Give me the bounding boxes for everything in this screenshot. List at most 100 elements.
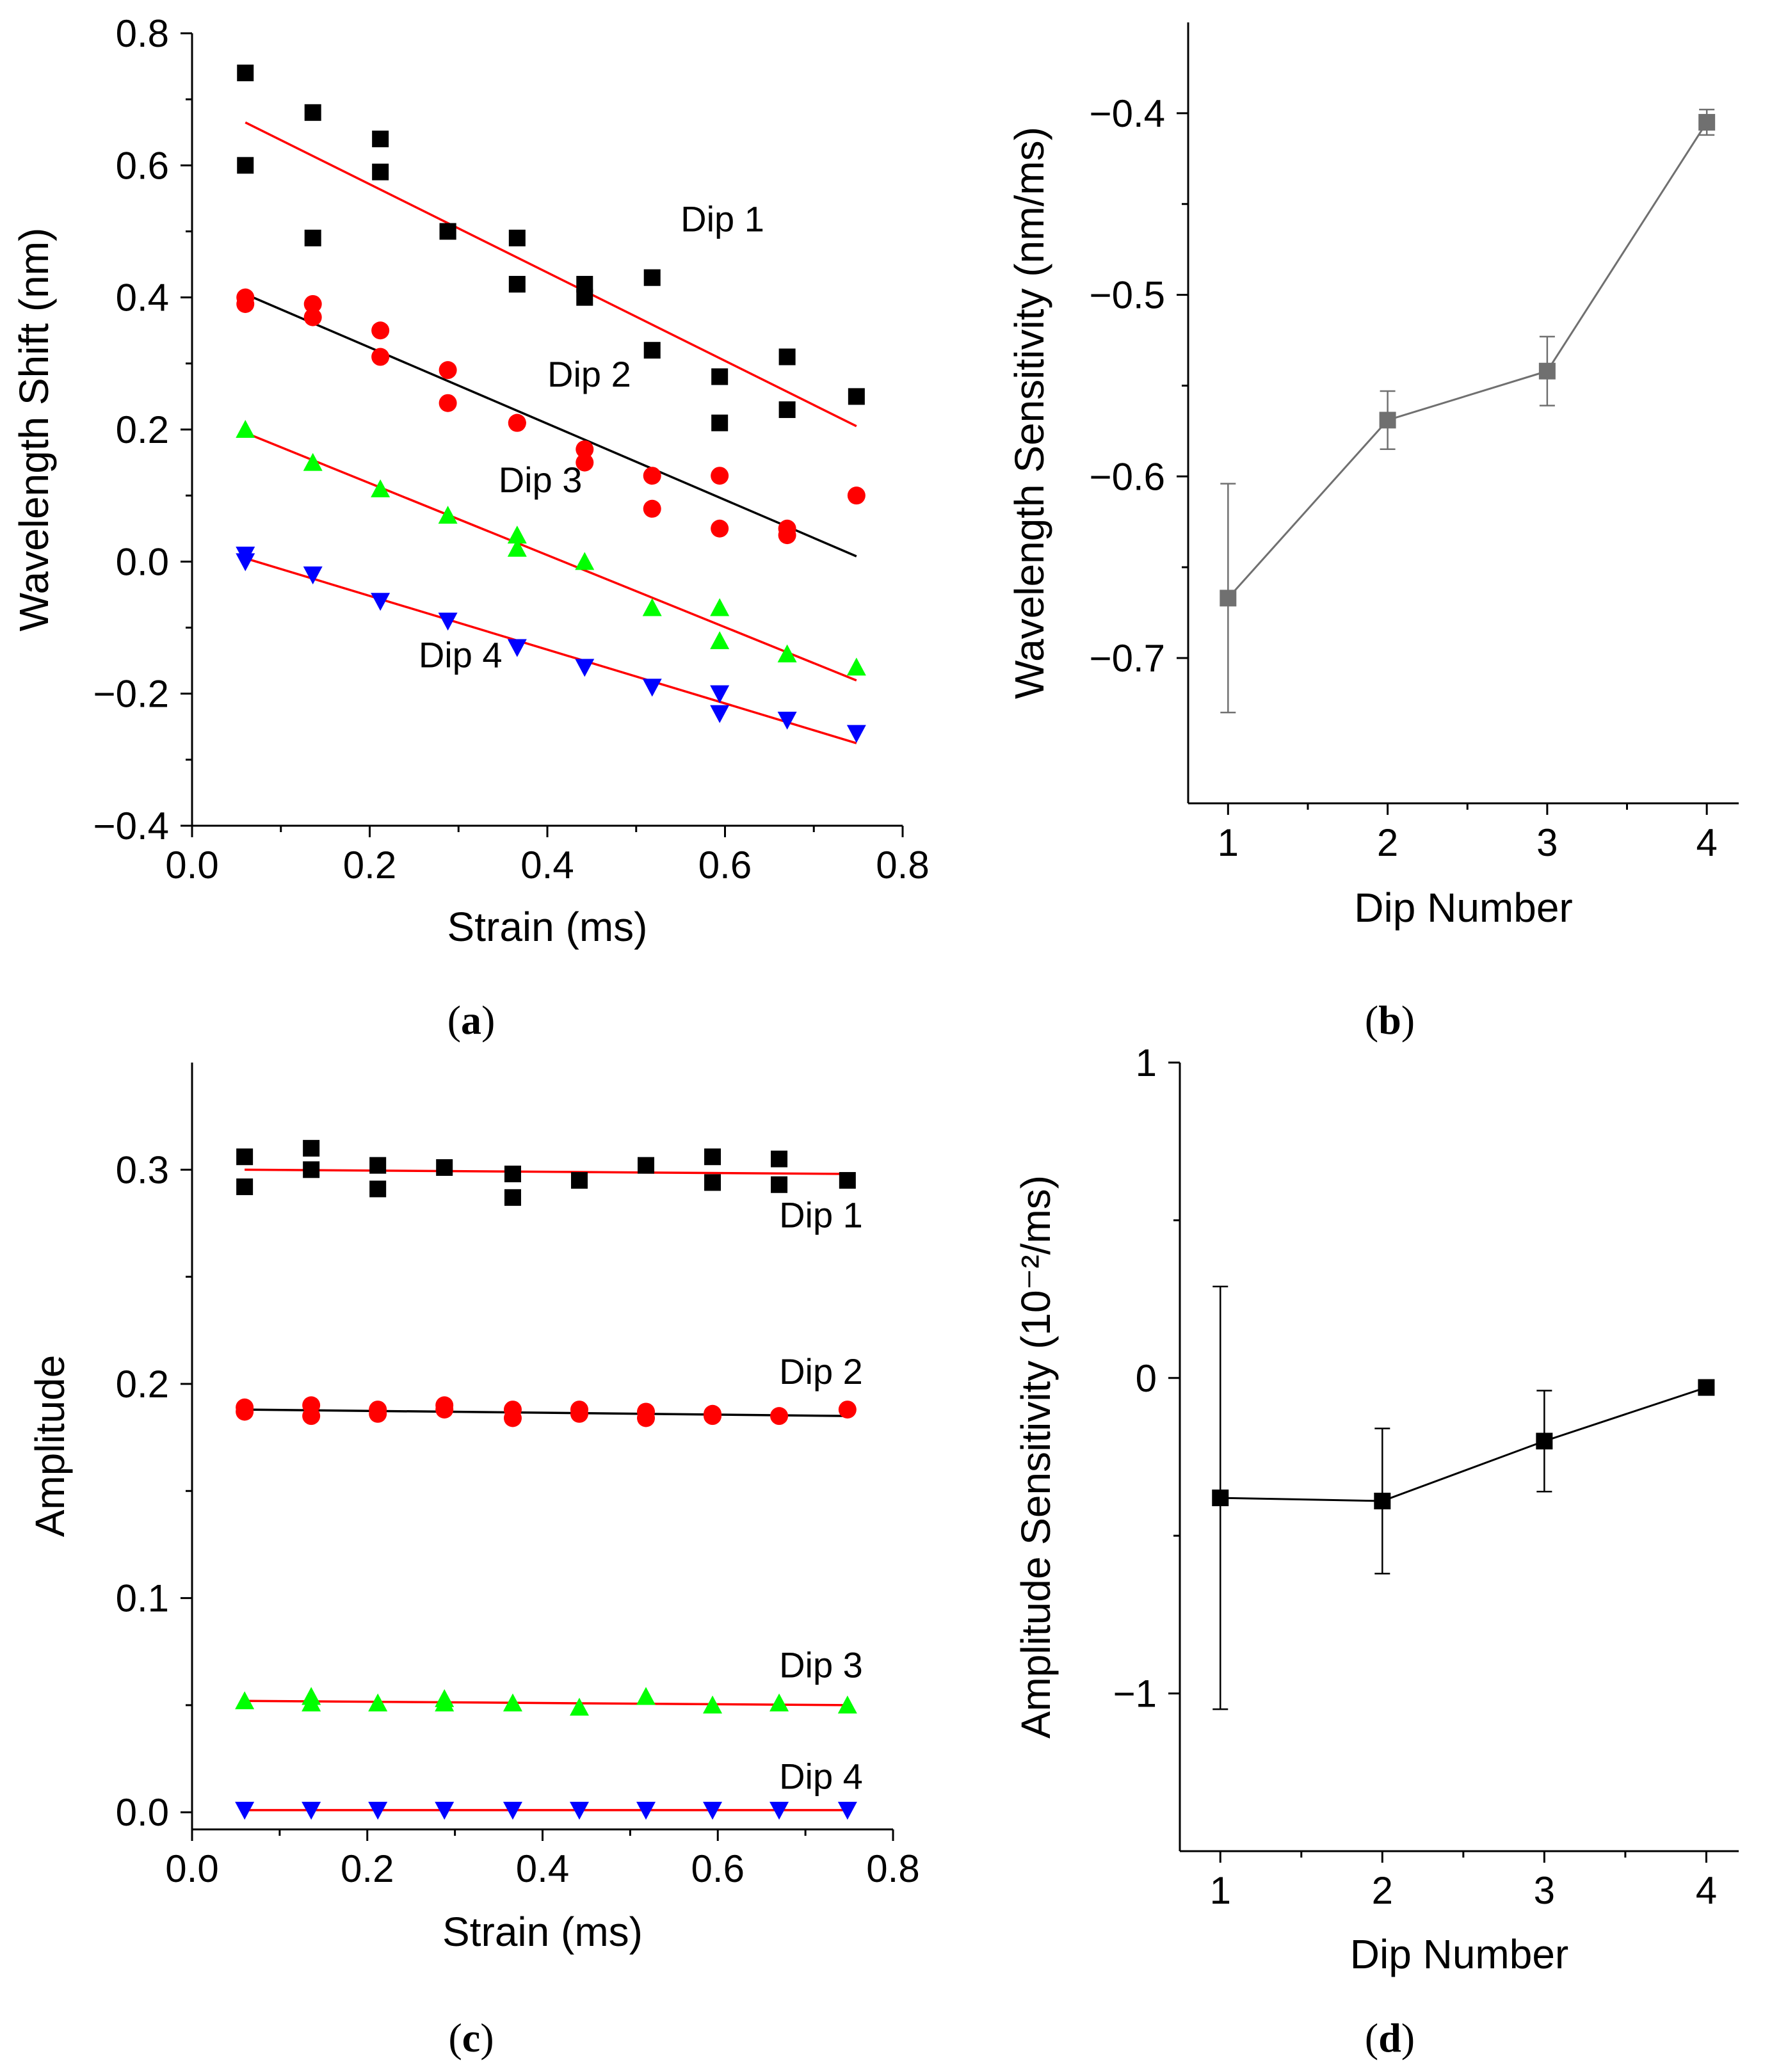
data-point bbox=[839, 1172, 856, 1189]
data-point bbox=[642, 679, 662, 697]
x-tick-label: 3 bbox=[1534, 1869, 1555, 1912]
x-axis-title: Strain (ms) bbox=[447, 904, 648, 950]
data-point bbox=[778, 526, 796, 545]
panel-a-wavelength-shift-vs-strain: 0.0 0.2 0.4 0.6 0.8 −0.4 −0.2 0.0 0.2 0.4 0.6 0.8 St… bbox=[11, 12, 930, 1043]
panel-b-wavelength-sensitivity: 1 2 3 4 −0.7 −0.6 −0.5 −0.4 Dip Number Wavelength… bbox=[1006, 22, 1739, 1043]
y-tick-label: 0.0 bbox=[116, 1791, 169, 1834]
data-point bbox=[837, 1801, 857, 1820]
x-tick-label: 1 bbox=[1218, 821, 1239, 864]
x-axis-title: Dip Number bbox=[1354, 885, 1572, 931]
data-point bbox=[237, 157, 254, 174]
data-point bbox=[368, 1693, 388, 1712]
series-label: Dip 3 bbox=[779, 1644, 863, 1685]
data-point bbox=[368, 1801, 388, 1820]
y-tick-label: 0.0 bbox=[116, 540, 169, 583]
data-point bbox=[439, 361, 457, 380]
data-point bbox=[778, 401, 796, 419]
data-point bbox=[576, 453, 594, 472]
y-tick-label: 0.2 bbox=[116, 1363, 169, 1406]
data-point bbox=[303, 566, 323, 584]
y-axis-title: Wavelength Sensitivity (nm/ms) bbox=[1006, 127, 1052, 699]
y-tick-label: −0.2 bbox=[93, 673, 169, 716]
y-tick-label: −0.5 bbox=[1090, 274, 1165, 317]
series-label: Dip 3 bbox=[499, 460, 583, 500]
y-tick-label: −0.4 bbox=[1090, 92, 1165, 135]
series-label: Dip 1 bbox=[779, 1195, 863, 1235]
data-point bbox=[1220, 590, 1237, 607]
data-point bbox=[302, 1801, 321, 1820]
data-point bbox=[369, 1157, 387, 1174]
data-point bbox=[504, 1166, 521, 1183]
data-point bbox=[236, 553, 255, 572]
y-tick-label: 0.4 bbox=[116, 277, 169, 319]
data-point bbox=[570, 1172, 588, 1189]
data-point bbox=[846, 725, 866, 743]
y-tick-label: 0 bbox=[1136, 1357, 1157, 1400]
data-point bbox=[710, 631, 730, 650]
data-point bbox=[369, 1404, 387, 1423]
data-point bbox=[236, 1178, 254, 1196]
x-tick-label: 2 bbox=[1372, 1869, 1393, 1912]
data-point bbox=[303, 294, 322, 313]
data-point bbox=[704, 1407, 722, 1426]
data-point bbox=[237, 64, 254, 81]
fit-line bbox=[245, 557, 857, 744]
data-point bbox=[303, 1161, 320, 1178]
y-tick-label: −1 bbox=[1113, 1673, 1157, 1715]
data-point bbox=[371, 321, 390, 340]
data-point bbox=[507, 538, 527, 557]
data-point bbox=[703, 1695, 723, 1714]
x-tick-label: 0.6 bbox=[691, 1847, 745, 1890]
fit-line bbox=[245, 293, 857, 558]
data-point bbox=[304, 229, 321, 246]
panel-caption: (b) bbox=[1365, 997, 1415, 1043]
data-point bbox=[710, 598, 730, 616]
data-point bbox=[371, 479, 391, 497]
data-point bbox=[1374, 1492, 1391, 1509]
data-point bbox=[847, 486, 866, 505]
data-point bbox=[435, 1693, 455, 1712]
series-label: Dip 1 bbox=[681, 199, 764, 239]
data-point bbox=[302, 1407, 321, 1426]
data-point bbox=[372, 163, 389, 181]
data-point bbox=[569, 1698, 589, 1716]
y-tick-label: 0.2 bbox=[116, 408, 169, 451]
data-point bbox=[643, 269, 661, 286]
data-point bbox=[507, 526, 527, 544]
data-point bbox=[508, 229, 526, 246]
data-point bbox=[236, 1402, 254, 1421]
x-tick-label: 3 bbox=[1536, 821, 1558, 864]
series-line bbox=[1220, 1386, 1707, 1502]
data-point bbox=[438, 506, 458, 524]
data-point bbox=[304, 104, 321, 121]
data-point bbox=[303, 1139, 320, 1157]
data-point bbox=[642, 598, 662, 616]
y-tick-label: 0.8 bbox=[116, 12, 169, 55]
data-point bbox=[303, 453, 323, 471]
data-point bbox=[643, 342, 661, 359]
data-point bbox=[503, 1693, 522, 1712]
x-tick-label: 0.8 bbox=[876, 844, 929, 887]
series-label: Dip 4 bbox=[419, 634, 503, 675]
fit-line bbox=[245, 431, 857, 682]
data-point bbox=[710, 685, 730, 703]
data-point bbox=[636, 1687, 656, 1705]
fit-line bbox=[245, 121, 857, 428]
y-axis-title: Amplitude bbox=[27, 1355, 73, 1538]
x-tick-label: 0.8 bbox=[866, 1847, 919, 1890]
data-point bbox=[1698, 114, 1716, 131]
data-point bbox=[436, 1159, 453, 1176]
y-tick-label: 1 bbox=[1136, 1041, 1157, 1084]
data-point bbox=[507, 639, 527, 657]
data-point bbox=[503, 1801, 522, 1820]
data-point bbox=[236, 294, 255, 313]
data-point bbox=[435, 1401, 454, 1419]
x-tick-label: 0.4 bbox=[520, 844, 574, 887]
data-point bbox=[576, 289, 593, 306]
data-point bbox=[236, 1148, 254, 1166]
y-axis-title: Amplitude Sensitivity (10⁻²/ms) bbox=[1013, 1175, 1059, 1739]
data-point bbox=[1379, 412, 1396, 429]
x-axis-title: Strain (ms) bbox=[442, 1909, 643, 1955]
x-tick-label: 1 bbox=[1210, 1869, 1231, 1912]
data-point bbox=[710, 705, 730, 723]
